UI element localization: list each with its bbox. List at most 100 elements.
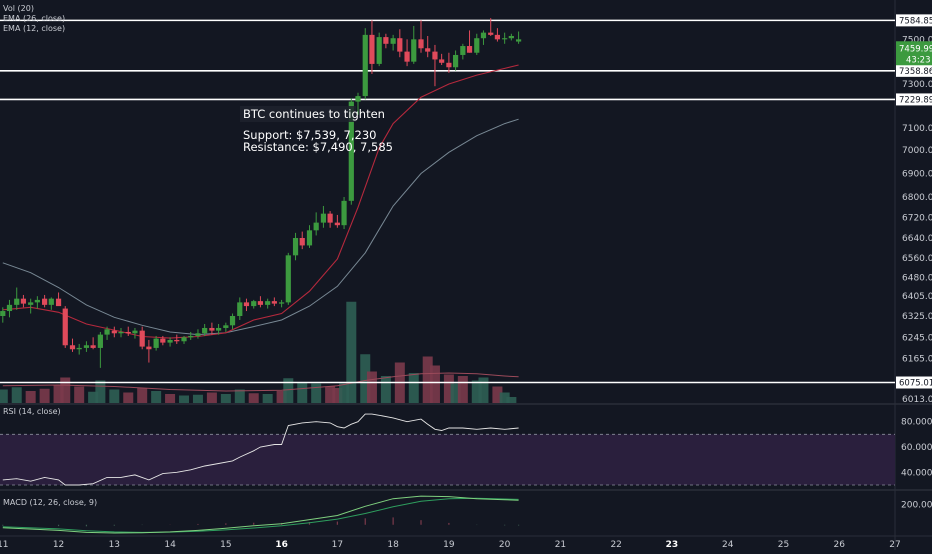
legend-macd[interactable]: MACD (12, 26, close, 9): [3, 498, 97, 507]
candle[interactable]: [306, 225, 313, 248]
candle[interactable]: [292, 232, 299, 261]
volume-bar: [443, 374, 454, 403]
candle[interactable]: [28, 298, 34, 314]
candle-body: [146, 346, 152, 350]
candle[interactable]: [118, 327, 124, 338]
candle[interactable]: [125, 326, 131, 336]
horizontal-levels[interactable]: [0, 19, 895, 384]
candle[interactable]: [174, 334, 180, 344]
candle[interactable]: [271, 297, 277, 307]
candle[interactable]: [376, 32, 382, 67]
candle[interactable]: [42, 294, 48, 308]
candle[interactable]: [257, 296, 264, 308]
candle[interactable]: [34, 296, 40, 309]
candle[interactable]: [48, 297, 54, 310]
candle[interactable]: [313, 212, 319, 236]
candle[interactable]: [425, 35, 431, 58]
candle[interactable]: [418, 20, 424, 53]
candle[interactable]: [383, 33, 389, 49]
candle[interactable]: [251, 299, 257, 309]
candle[interactable]: [146, 339, 152, 363]
legend-ema12[interactable]: EMA (12, close): [3, 24, 65, 33]
candle[interactable]: [265, 298, 271, 309]
candle[interactable]: [76, 343, 82, 355]
candle[interactable]: [439, 53, 445, 66]
candle[interactable]: [195, 329, 201, 339]
candle[interactable]: [167, 337, 173, 347]
candle[interactable]: [327, 211, 333, 228]
candle[interactable]: [14, 287, 20, 310]
annotation-text[interactable]: BTC continues to tighten Support: $7,539…: [240, 106, 393, 154]
candle[interactable]: [397, 29, 403, 58]
volume-bar: [339, 383, 350, 403]
volume-bar: [220, 394, 231, 403]
candle[interactable]: [243, 298, 250, 312]
candle[interactable]: [83, 341, 90, 352]
candle[interactable]: [202, 323, 208, 336]
candle[interactable]: [20, 294, 27, 308]
candle[interactable]: [97, 331, 103, 368]
candle[interactable]: [62, 306, 68, 348]
candle[interactable]: [320, 205, 327, 228]
candle[interactable]: [111, 326, 117, 338]
candle[interactable]: [369, 20, 375, 74]
candle[interactable]: [55, 292, 62, 307]
candle[interactable]: [494, 28, 501, 42]
candle[interactable]: [223, 322, 229, 332]
candle[interactable]: [139, 326, 145, 350]
candle[interactable]: [160, 335, 166, 346]
price-axis[interactable]: 7500.00 7300.00 7100.00 7000.00 6900.00 6800.…: [902, 35, 932, 405]
candle[interactable]: [404, 39, 410, 67]
candle[interactable]: [334, 214, 340, 228]
candle[interactable]: [285, 252, 291, 305]
candle[interactable]: [0, 307, 6, 323]
rsi-axis[interactable]: 80.0000 60.0000 40.0000: [901, 418, 932, 479]
candle[interactable]: [480, 30, 487, 45]
legend-volume[interactable]: Vol (20): [3, 4, 34, 13]
candle[interactable]: [279, 299, 285, 308]
candle[interactable]: [209, 322, 215, 335]
level-price-tag: [896, 64, 932, 77]
candle[interactable]: [460, 43, 466, 60]
candle[interactable]: [90, 337, 96, 350]
volume-bar: [248, 393, 259, 403]
candle[interactable]: [432, 44, 438, 87]
candle[interactable]: [488, 18, 494, 36]
candle[interactable]: [104, 326, 110, 340]
candle[interactable]: [411, 25, 417, 64]
candle[interactable]: [508, 33, 514, 41]
candle[interactable]: [299, 231, 305, 250]
candle[interactable]: [188, 331, 194, 340]
time-axis[interactable]: 11 12 13 14 15 16 17 18 19 20 21 22 23 24 25 26 27: [0, 540, 901, 550]
candle[interactable]: [466, 30, 473, 53]
candle[interactable]: [341, 197, 347, 230]
candle[interactable]: [229, 313, 236, 330]
macd-axis[interactable]: 200.0000: [901, 500, 932, 510]
candle[interactable]: [6, 299, 13, 318]
candle[interactable]: [502, 32, 508, 44]
candle[interactable]: [515, 31, 522, 44]
candle[interactable]: [390, 34, 396, 51]
candle[interactable]: [132, 327, 138, 339]
candle-body: [20, 298, 27, 304]
candle[interactable]: [69, 338, 76, 352]
candle-body: [446, 62, 452, 68]
candle-body: [341, 200, 347, 226]
candle[interactable]: [355, 92, 361, 115]
candle-body: [411, 39, 417, 62]
candle[interactable]: [153, 335, 159, 351]
candle-body: [299, 238, 305, 246]
legend-rsi[interactable]: RSI (14, close): [3, 407, 61, 416]
candle[interactable]: [362, 28, 368, 100]
candle[interactable]: [446, 52, 452, 73]
candle[interactable]: [181, 335, 187, 344]
legend-ema26[interactable]: EMA (26, close): [3, 14, 65, 23]
candle[interactable]: [237, 297, 243, 320]
candle[interactable]: [474, 33, 480, 55]
candles[interactable]: [0, 18, 522, 368]
candle[interactable]: [452, 50, 459, 71]
candle-body: [488, 32, 494, 35]
candle[interactable]: [215, 323, 222, 335]
